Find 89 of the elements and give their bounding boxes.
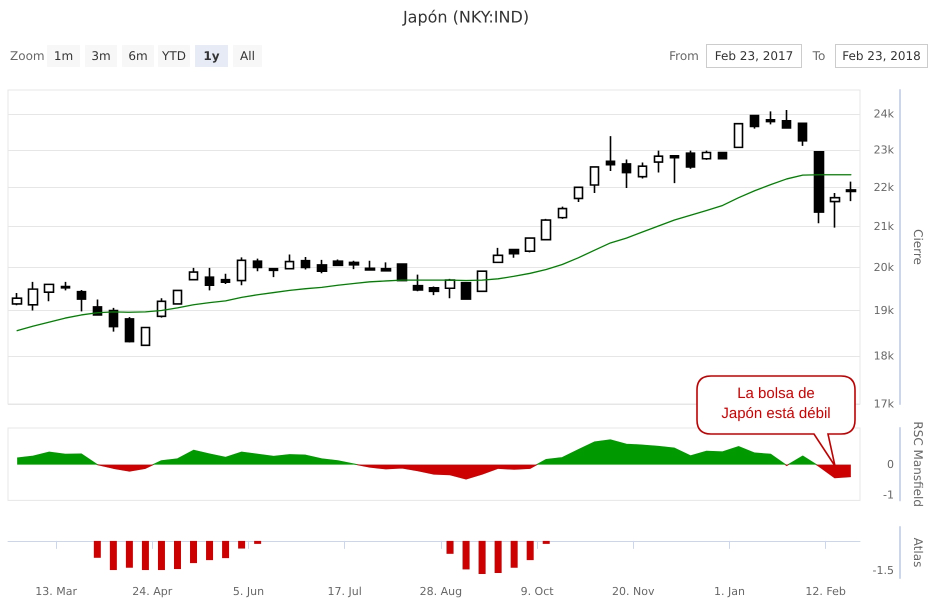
candlestick (60, 281, 70, 292)
y-tick-label: 19k (874, 304, 895, 318)
y-tick-label: -1 (883, 488, 894, 502)
annotation: La bolsa de Japón está débil (720, 384, 832, 424)
range-button: All (233, 45, 262, 67)
candlestick (492, 247, 504, 264)
candlestick (124, 316, 134, 344)
y-tick-label: 20k (874, 260, 895, 274)
line-series (16, 174, 852, 332)
candlestick (540, 218, 552, 241)
candlestick (606, 135, 616, 172)
text: From (668, 48, 700, 65)
candlestick (252, 258, 262, 272)
candlestick (188, 267, 198, 280)
text: Zoom (10, 48, 45, 65)
candlestick (590, 166, 600, 194)
text: To (812, 48, 826, 65)
candlestick (396, 263, 408, 282)
candlestick (76, 289, 86, 312)
candlestick (574, 186, 584, 203)
y-tick-label: 0 (887, 458, 894, 472)
x-tick-label: 17. Jul (328, 585, 362, 598)
candlestick (782, 109, 792, 130)
candlestick (364, 260, 376, 272)
candlestick (12, 292, 22, 306)
range-button: 3m (85, 45, 117, 67)
candlestick (428, 286, 440, 296)
candlestick (236, 256, 246, 286)
range-button: 1y (195, 45, 228, 67)
x-tick-label: 5. Jun (232, 585, 264, 598)
x-tick-label: 24. Apr (132, 585, 173, 598)
y-tick-label: 23k (874, 143, 895, 156)
candlestick (750, 114, 760, 130)
candlestick (44, 284, 54, 302)
x-tick-label: 13. Mar (35, 585, 78, 598)
y-tick-label: 18k (874, 349, 895, 362)
candlestick (220, 272, 230, 285)
candlestick (268, 268, 278, 278)
candlestick (140, 326, 150, 346)
y-tick-label: 17k (874, 398, 895, 410)
candlestick (476, 270, 488, 292)
candlestick (108, 307, 118, 332)
candlestick (300, 256, 310, 270)
y-tick-label: 24k (874, 108, 895, 121)
candlestick (558, 206, 568, 220)
candlestick (412, 274, 424, 292)
candlestick (702, 150, 712, 161)
candlestick (156, 297, 166, 318)
candlestick (734, 122, 744, 148)
candlestick (348, 260, 360, 270)
date-field: Feb 23, 2017 (706, 44, 802, 68)
candlestick (686, 150, 696, 170)
range-button: 1m (47, 45, 80, 67)
candlestick (622, 158, 632, 189)
candlestick (798, 122, 808, 147)
y-tick-label: 22k (874, 180, 895, 194)
x-tick-label: 9. Oct (520, 585, 554, 598)
candlestick (204, 267, 214, 292)
y-tick-label: 21k (874, 220, 895, 233)
candlestick (718, 152, 728, 160)
range-button: YTD (158, 45, 190, 67)
text: -1.5 (872, 564, 894, 577)
candlestick (460, 282, 472, 300)
candlestick (444, 278, 456, 300)
candlestick (846, 180, 856, 202)
candlestick (332, 258, 344, 267)
range-button: 6m (122, 45, 154, 67)
y-axis-title: Atlas (911, 538, 925, 568)
candlestick (172, 290, 182, 305)
candlestick (28, 281, 38, 312)
candlestick (316, 259, 328, 274)
date-field: Feb 23, 2018 (835, 44, 928, 68)
candlestick (830, 192, 840, 228)
y-axis-title: RSC Mansfield (911, 421, 925, 507)
candlestick (814, 150, 824, 224)
candlestick (508, 248, 520, 259)
x-tick-label: 20. Nov (612, 585, 655, 598)
candlestick (766, 110, 776, 126)
candlestick (380, 262, 392, 272)
x-tick-label: 12. Feb (805, 585, 846, 598)
chart-title: Japón (NKY:IND) (402, 8, 530, 26)
y-axis-title: Cierre (911, 229, 925, 265)
candlestick (654, 150, 664, 174)
x-tick-label: 28. Aug (420, 585, 462, 598)
candlestick (284, 254, 294, 270)
x-tick-label: 1. Jan (714, 585, 745, 598)
candlestick (638, 162, 648, 180)
candlestick (524, 237, 536, 254)
candlestick (670, 155, 680, 184)
